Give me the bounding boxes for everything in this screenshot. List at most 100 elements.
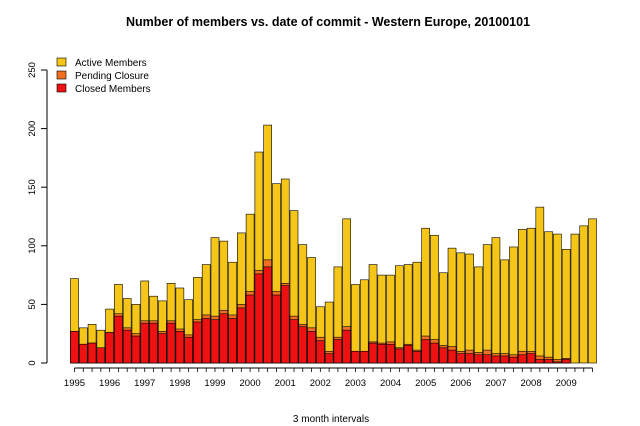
bar-segment-closed <box>474 354 483 364</box>
bar-46 <box>474 266 483 364</box>
bar-segment-closed <box>307 331 316 364</box>
bar-segment-closed <box>535 359 545 364</box>
bar-segment-closed <box>377 343 387 364</box>
bar-segment-closed <box>342 329 351 364</box>
bar-57 <box>570 233 580 364</box>
bar-36 <box>386 274 395 364</box>
bar-40 <box>421 227 431 364</box>
bar-58 <box>579 225 589 364</box>
bar-segment-closed <box>201 318 211 364</box>
bar-55 <box>553 233 562 364</box>
bar-7 <box>131 304 141 364</box>
bar-segment-closed <box>359 350 369 364</box>
bar-51 <box>517 229 527 364</box>
bar-segment-active <box>544 231 553 364</box>
bar-5 <box>114 284 123 364</box>
bar-59 <box>588 218 597 364</box>
bar-8 <box>140 280 150 364</box>
bar-17 <box>219 240 229 364</box>
bar-21 <box>254 151 264 364</box>
bar-segment-active <box>526 227 536 364</box>
bar-segment-closed <box>412 350 422 364</box>
bar-segment-closed <box>237 307 246 364</box>
bar-segment-closed <box>122 329 132 364</box>
bar-segment-closed <box>447 349 457 364</box>
x-tick-label: 2000 <box>240 378 261 389</box>
bar-14 <box>193 277 202 364</box>
bar-30 <box>333 266 343 364</box>
bar-52 <box>526 227 536 364</box>
bar-37 <box>395 265 404 364</box>
bar-segment-closed <box>298 326 308 364</box>
bar-segment-closed <box>438 347 448 364</box>
bar-segment-closed <box>280 285 290 364</box>
y-tick-label: 100 <box>27 238 38 254</box>
bar-segment-closed <box>403 345 413 364</box>
bar-segment-closed <box>395 348 404 364</box>
bar-segment-closed <box>509 356 518 364</box>
bar-segment-active <box>465 253 474 364</box>
bar-segment-active <box>447 247 457 364</box>
bar-2 <box>87 324 97 364</box>
x-tick-label: 1996 <box>99 378 120 389</box>
bar-segment-active <box>474 266 483 364</box>
bar-12 <box>175 287 185 364</box>
x-axis: 1995 1996 1997 1998 1999 2000 2001 2002 2003 2004… <box>64 367 593 389</box>
x-tick-label: 2005 <box>415 378 436 389</box>
bar-segment-closed <box>131 335 141 364</box>
bar-segment-active <box>588 218 597 364</box>
bar-segment-active <box>517 229 527 364</box>
bar-50 <box>509 246 518 364</box>
bar-34 <box>368 264 378 364</box>
bar-43 <box>447 247 457 364</box>
legend-swatch <box>56 70 67 80</box>
bar-segment-active <box>535 206 545 364</box>
y-tick-label: 150 <box>27 179 38 195</box>
x-tick-label: 2004 <box>380 378 401 389</box>
bar-segment-active <box>456 252 466 364</box>
bar-3 <box>96 329 106 364</box>
x-tick-label: 2001 <box>275 378 296 389</box>
bar-segment-closed <box>553 361 562 364</box>
bar-49 <box>500 259 510 364</box>
bar-29 <box>324 301 334 364</box>
bar-segment-closed <box>228 318 237 364</box>
bar-48 <box>491 237 501 364</box>
bar-segment-closed <box>87 342 97 364</box>
legend-swatch <box>56 83 67 93</box>
legend-label: Pending Closure <box>75 71 149 82</box>
bar-56 <box>561 249 571 364</box>
bar-1 <box>78 327 88 364</box>
bar-41 <box>430 234 439 364</box>
bar-segment-closed <box>114 315 123 364</box>
x-tick-label: 2008 <box>520 378 541 389</box>
y-tick-label: 250 <box>27 62 38 78</box>
bar-18 <box>228 261 237 364</box>
bar-6 <box>122 298 132 364</box>
legend-label: Active Members <box>75 58 147 69</box>
bar-segment-closed <box>316 340 325 364</box>
bar-10 <box>158 300 167 364</box>
legend-label: Closed Members <box>75 84 151 95</box>
bar-segment-active <box>412 261 422 364</box>
bar-segment-closed <box>78 343 88 364</box>
x-tick-label: 2003 <box>345 378 366 389</box>
bar-19 <box>237 232 246 364</box>
bar-27 <box>307 257 316 364</box>
x-axis-label: 3 month intervals <box>293 414 369 425</box>
bar-23 <box>272 183 281 364</box>
bar-20 <box>245 213 255 364</box>
bar-segment-closed <box>105 332 114 364</box>
bar-segment-closed <box>351 350 360 364</box>
x-tick-label: 1997 <box>134 378 155 389</box>
bar-segment-closed <box>210 319 220 364</box>
bar-segment-closed <box>263 266 272 364</box>
bar-segment-closed <box>193 321 202 364</box>
bar-segment-active <box>491 237 501 364</box>
bar-31 <box>342 218 351 364</box>
x-tick-label: 2009 <box>556 378 577 389</box>
bar-segment-closed <box>421 339 431 364</box>
bar-segment-closed <box>96 347 106 364</box>
bar-35 <box>377 274 387 364</box>
